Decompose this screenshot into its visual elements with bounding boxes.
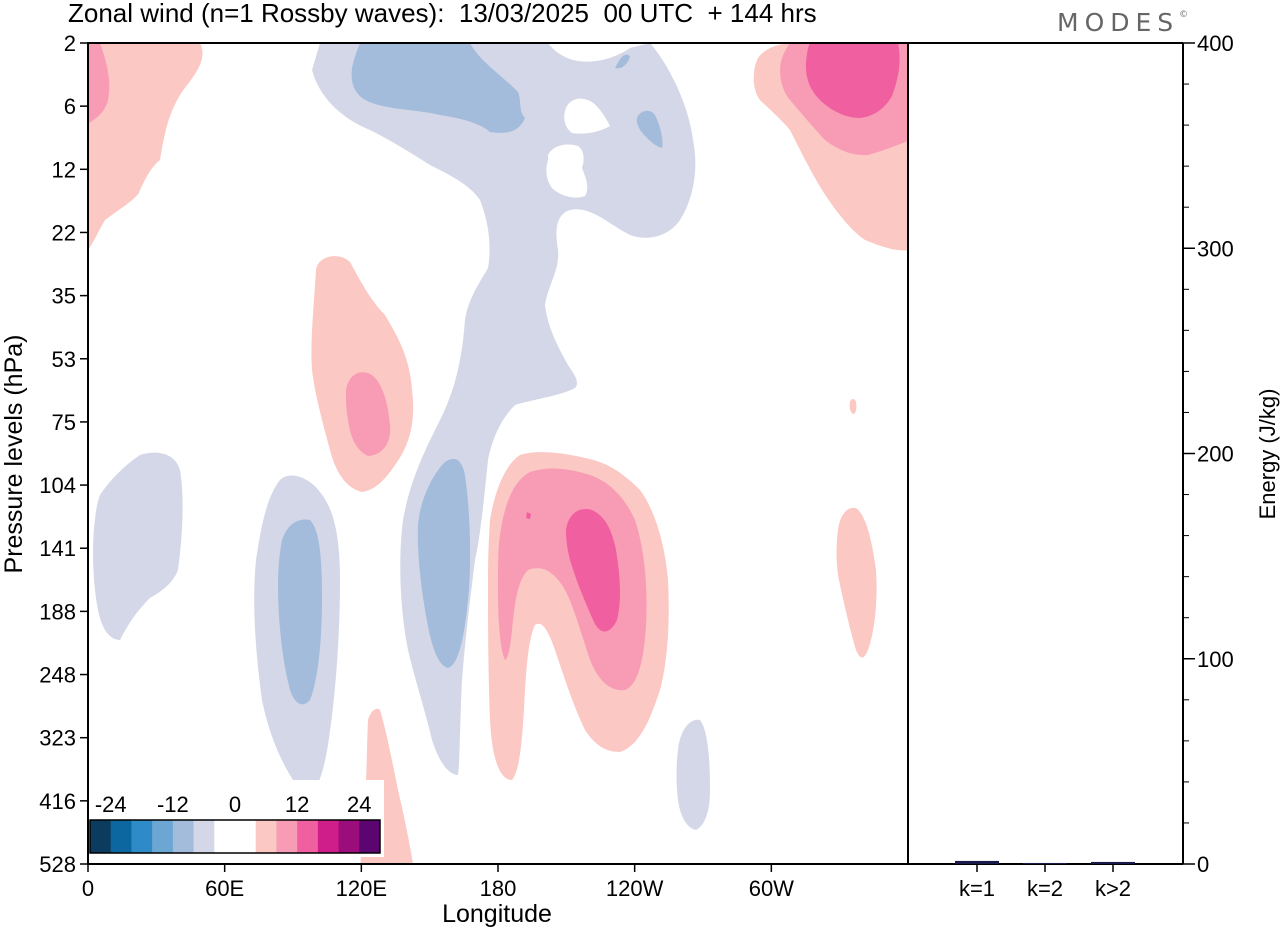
x-tick-label: 60E: [205, 876, 244, 901]
energy-bar: [1023, 862, 1067, 864]
y-axis-label: Pressure levels (hPa): [0, 335, 28, 574]
energy-x-tick-label: k=1: [959, 876, 995, 901]
contour-pos-mod-center: [498, 468, 647, 691]
x-tick-label: 0: [82, 876, 94, 901]
contour-zero-hole-a: [564, 98, 610, 134]
contour-pos-weak-right-lower: [836, 507, 877, 658]
contour-pos-weak-speck: [849, 399, 857, 414]
energy-y-tick-label: 300: [1197, 236, 1234, 261]
contour-pos-mod-120e: [346, 372, 391, 456]
colorbar-swatch: [214, 820, 236, 853]
colorbar-tick-label: 12: [285, 792, 309, 817]
y-tick-label: 6: [64, 94, 76, 119]
colorbar-tick-label: 0: [229, 792, 241, 817]
colorbar-swatch: [90, 820, 112, 853]
contour-neg-mod-small-a: [615, 54, 630, 69]
energy-y-tick-label: 100: [1197, 647, 1234, 672]
colorbar-swatch: [255, 820, 277, 853]
contour-neg-mod-155e: [417, 458, 471, 668]
contour-neg-weak-85w: [676, 719, 710, 830]
y-tick-label: 528: [39, 852, 76, 877]
colorbar-swatch: [297, 820, 319, 853]
wind-contours: [88, 43, 908, 864]
energy-x-tick-label: k>2: [1095, 876, 1131, 901]
colorbar-swatch: [152, 820, 174, 853]
heatmap-axes: 0 60E 120E 180 120W 60W 2 6 12 22 35 53 75 104 141 188 2…: [39, 31, 794, 901]
contour-pos-weak-upper-left: [88, 43, 203, 250]
colorbar-swatch: [235, 820, 257, 853]
contour-neg-mod-small-b: [636, 110, 663, 148]
colorbar-swatch: [338, 820, 360, 853]
energy-axis-label: Energy (J/kg): [1255, 389, 1280, 520]
y-tick-label: 248: [39, 663, 76, 688]
y-tick-label: 35: [52, 284, 76, 309]
y-tick-label: 188: [39, 599, 76, 624]
contour-neg-mod-90e: [278, 519, 322, 705]
energy-y-tick-label: 0: [1197, 852, 1209, 877]
energy-y-tick-label: 400: [1197, 31, 1234, 56]
colorbar-swatch: [110, 820, 132, 853]
x-tick-label: 120W: [606, 876, 664, 901]
y-tick-label: 2: [64, 31, 76, 56]
brand-text: MODES: [1057, 8, 1180, 37]
energy-y-tick-label: 200: [1197, 442, 1234, 467]
brand-mark: ©: [1179, 10, 1189, 20]
energy-bar: [955, 860, 999, 864]
y-tick-label: 416: [39, 789, 76, 814]
y-tick-label: 75: [52, 410, 76, 435]
energy-bar: [1091, 861, 1135, 864]
colorbar-swatch: [359, 820, 381, 853]
colorbar-swatch: [172, 820, 195, 853]
y-tick-label: 141: [39, 536, 76, 561]
contour-pos-mod-upper-left: [88, 43, 110, 124]
y-tick-label: 323: [39, 726, 76, 751]
contour-neg-mod-upper: [351, 43, 525, 133]
contour-neg-weak-upper-tongue: [312, 43, 696, 775]
y-tick-label: 104: [39, 473, 76, 498]
x-tick-label: 120E: [336, 876, 387, 901]
colorbar-tick-label: -12: [157, 792, 189, 817]
colorbar-swatch: [193, 820, 215, 853]
colorbar-swatch: [317, 820, 340, 853]
y-tick-label: 22: [52, 220, 76, 245]
contour-pos-strong-upper-right: [805, 43, 900, 118]
modes-logo: MODES©: [1057, 8, 1188, 37]
y-tick-label: 12: [52, 157, 76, 182]
contour-neg-weak-lower-left: [93, 452, 183, 640]
colorbar-tick-label: 24: [347, 792, 371, 817]
contour-zero-hole-b: [546, 144, 588, 198]
chart-title: Zonal wind (n=1 Rossby waves): 13/03/202…: [68, 0, 817, 28]
energy-x-tick-label: k=2: [1027, 876, 1063, 901]
y-tick-label: 53: [52, 347, 76, 372]
colorbar-swatch: [276, 820, 298, 853]
colorbar-tick-label: -24: [95, 792, 127, 817]
x-tick-label: 60W: [749, 876, 794, 901]
energy-panel: 0 100 200 300 400 k=1 k=2 k>2: [908, 31, 1234, 901]
contour-pos-strong-speck: [526, 512, 531, 519]
x-axis-label: Longitude: [442, 900, 552, 928]
colorbar-frame: [89, 819, 381, 854]
colorbar-swatch: [131, 820, 153, 853]
x-tick-label: 180: [480, 876, 517, 901]
colorbar: -24 -12 0 12 24: [88, 780, 384, 857]
contour-pos-strong-center: [566, 509, 620, 632]
